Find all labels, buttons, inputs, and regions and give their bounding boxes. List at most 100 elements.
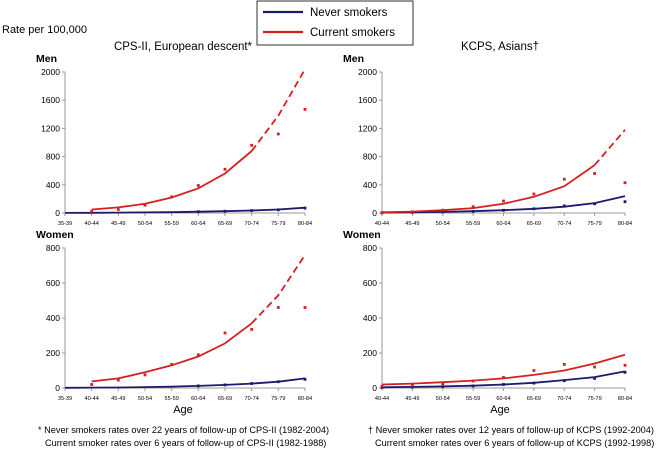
current-smokers-line xyxy=(91,150,253,211)
current-smokers-line-projected xyxy=(250,68,306,152)
y-tick-label: 600 xyxy=(363,278,377,288)
panel-label: Women xyxy=(343,229,381,241)
current-smokers-point xyxy=(471,379,475,383)
legend-box xyxy=(256,0,414,46)
current-smokers-point xyxy=(380,384,384,388)
current-smokers-point xyxy=(116,378,120,382)
y-tick-label: 400 xyxy=(46,313,60,323)
x-tick-label: 50-54 xyxy=(436,221,450,227)
y-tick-label: 0 xyxy=(372,383,377,393)
panel-label: Men xyxy=(343,53,364,65)
current-smokers-line xyxy=(91,322,253,383)
panel-cps-men: Men 0 400 800 1200 1600 2000 35-39 40-44 45-49 50… xyxy=(36,53,312,227)
current-smokers-line xyxy=(381,353,626,386)
x-tick-label: 65-69 xyxy=(218,396,232,402)
current-smokers-point xyxy=(223,167,227,171)
x-axis-label-left: Age xyxy=(173,404,193,416)
current-smokers-point xyxy=(170,195,174,199)
x-tick-label: 75-79 xyxy=(587,396,601,402)
x-tick-label: 75-79 xyxy=(271,396,285,402)
x-tick-label: 65-69 xyxy=(527,396,541,402)
panel-kcps-men: Men 0 400 800 1200 1600 2000 40-44 45-49 50-54 55… xyxy=(343,53,632,227)
never-smokers-line xyxy=(64,206,306,214)
current-smokers-point xyxy=(502,199,505,203)
x-tick-label: 60-64 xyxy=(496,221,510,227)
x-tick-label: 50-54 xyxy=(436,396,450,402)
current-smokers-point xyxy=(441,382,445,385)
x-tick-label: 75-79 xyxy=(271,221,285,227)
y-tick-label: 800 xyxy=(363,243,377,253)
legend-label-current: Current smokers xyxy=(310,27,395,39)
current-smokers-point xyxy=(90,383,94,386)
current-smokers-point xyxy=(223,331,227,335)
y-tick-label: 600 xyxy=(46,278,60,288)
x-tick-label: 55-59 xyxy=(165,221,179,227)
panel-label: Women xyxy=(36,229,74,241)
current-smokers-point xyxy=(593,172,596,175)
x-tick-label: 80-84 xyxy=(298,396,312,402)
never-smokers-point xyxy=(276,380,280,384)
x-tick-label: 55-59 xyxy=(466,221,480,227)
x-tick-label: 70-74 xyxy=(557,221,571,227)
panel-kcps-women: Women 0 200 400 600 800 40-44 45-49 50-54 55-59 6… xyxy=(343,229,632,402)
current-smokers-point xyxy=(380,211,384,214)
x-tick-label: 60-64 xyxy=(191,221,205,227)
y-tick-label: 2000 xyxy=(41,67,60,77)
current-smokers-point xyxy=(471,205,475,209)
current-smokers-point xyxy=(143,373,147,377)
never-smokers-point xyxy=(441,210,445,214)
current-smokers-point xyxy=(196,353,200,357)
left-column-title: CPS-II, European descent* xyxy=(114,41,253,53)
current-smokers-point xyxy=(593,365,596,369)
y-tick-label: 800 xyxy=(46,243,60,253)
x-tick-label: 40-44 xyxy=(375,221,389,227)
footnote-right-2: Current smoker rates over 6 years of fol… xyxy=(375,438,654,448)
x-tick-label: 80-84 xyxy=(618,396,632,402)
never-smokers-point xyxy=(623,370,627,374)
x-tick-label: 45-49 xyxy=(111,221,125,227)
y-tick-label: 800 xyxy=(46,152,60,162)
y-tick-label: 200 xyxy=(363,348,377,358)
legend-label-never: Never smokers xyxy=(310,7,388,19)
never-smokers-point xyxy=(441,385,445,388)
x-tick-label: 70-74 xyxy=(245,396,259,402)
never-smokers-point xyxy=(250,382,254,385)
never-smokers-point xyxy=(502,383,505,386)
y-tick-label: 400 xyxy=(363,180,377,190)
current-smokers-point xyxy=(532,192,536,196)
x-tick-label: 45-49 xyxy=(111,396,125,402)
never-smokers-point xyxy=(471,210,475,213)
y-tick-label: 1600 xyxy=(41,95,60,105)
x-tick-label: 45-49 xyxy=(405,221,419,227)
current-smokers-point xyxy=(562,363,566,366)
x-tick-label: 40-44 xyxy=(375,396,389,402)
never-smokers-point xyxy=(223,209,227,213)
x-tick-label: 60-64 xyxy=(496,396,510,402)
y-tick-label: 1600 xyxy=(358,95,377,105)
y-tick-label: 400 xyxy=(363,313,377,323)
never-smokers-point xyxy=(532,207,536,211)
y-tick-label: 2000 xyxy=(358,67,377,77)
x-tick-label: 75-79 xyxy=(587,221,601,227)
never-smokers-point xyxy=(471,384,475,388)
never-smokers-point xyxy=(250,209,254,212)
x-tick-label: 50-54 xyxy=(138,396,152,402)
x-tick-label: 40-44 xyxy=(85,221,99,227)
current-smokers-point xyxy=(411,210,414,214)
current-smokers-point xyxy=(623,181,627,185)
x-tick-label: 50-54 xyxy=(138,221,152,227)
never-smokers-point xyxy=(276,208,280,212)
y-tick-label: 200 xyxy=(46,348,60,358)
never-smokers-line xyxy=(64,377,306,389)
legend: Never smokers Current smokers xyxy=(256,0,414,46)
y-tick-label: 0 xyxy=(372,208,377,218)
x-tick-label: 80-84 xyxy=(298,221,312,227)
current-smokers-point xyxy=(411,384,414,387)
current-smokers-point xyxy=(196,184,200,187)
current-smokers-point xyxy=(250,143,254,147)
x-tick-label: 55-59 xyxy=(466,396,480,402)
x-tick-label: 45-49 xyxy=(405,396,419,402)
current-smokers-point xyxy=(502,376,505,379)
x-tick-label: 70-74 xyxy=(557,396,571,402)
current-smokers-point xyxy=(276,306,280,309)
